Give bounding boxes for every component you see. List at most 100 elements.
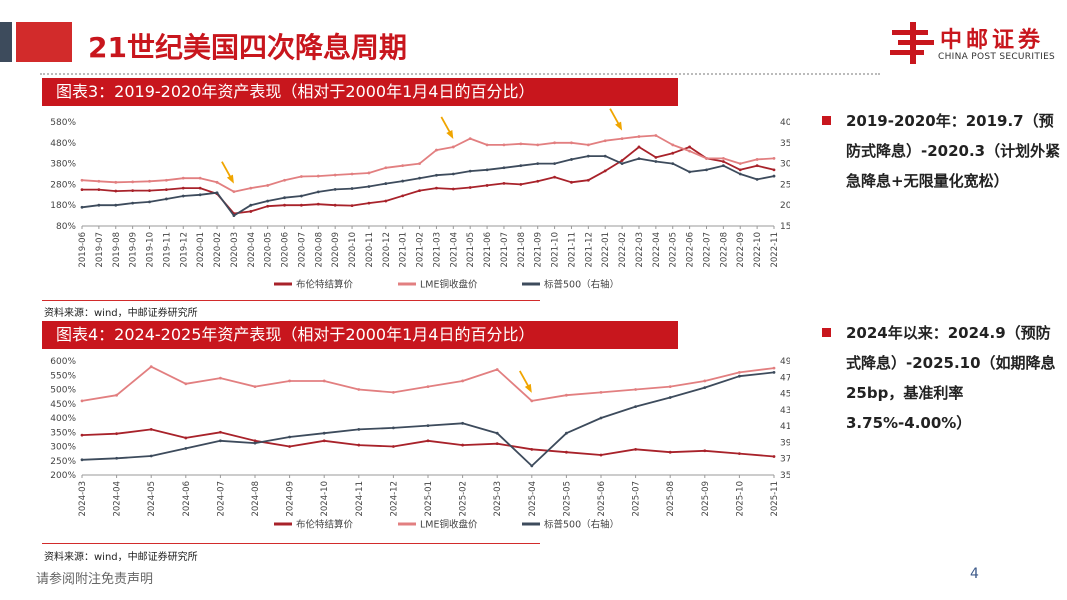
disclaimer-footer: 请参阅附注免责声明 <box>36 572 154 587</box>
slide-title: 21世纪美国四次降息周期 <box>88 31 407 64</box>
data-point <box>671 143 675 147</box>
data-point <box>288 379 291 383</box>
data-point <box>772 174 776 178</box>
x-tick-label: 2024-12 <box>389 481 399 517</box>
data-point <box>599 416 603 420</box>
note-1-text: 2019-2020年：2019.7（预防式降息）-2020.3（计划外紧急降息+… <box>846 112 1061 190</box>
data-point <box>485 184 489 187</box>
data-point <box>357 388 361 391</box>
data-point <box>772 366 776 370</box>
x-tick-label: 2025-01 <box>424 481 434 517</box>
data-point <box>620 137 624 141</box>
x-tick-label: 2025-11 <box>770 481 780 517</box>
data-point <box>198 176 202 180</box>
data-point <box>502 143 506 147</box>
x-tick-label: 2025-04 <box>528 481 538 517</box>
x-tick-label: 2020-12 <box>382 232 392 268</box>
y-right-tick-label: 350% <box>780 139 790 149</box>
x-tick-label: 2020-07 <box>297 232 307 268</box>
data-point <box>392 390 395 394</box>
x-tick-label: 2020-11 <box>365 232 375 268</box>
data-point <box>164 197 168 201</box>
data-point <box>181 186 185 190</box>
data-point <box>536 143 540 147</box>
data-point <box>703 379 707 383</box>
x-tick-label: 2024-11 <box>355 481 365 517</box>
data-point <box>219 430 222 434</box>
data-point <box>283 203 286 207</box>
data-point <box>603 169 607 173</box>
data-point <box>637 157 641 161</box>
legend-label: 布伦特结算价 <box>296 279 354 291</box>
x-tick-label: 2022-08 <box>719 232 729 268</box>
data-point <box>253 439 257 443</box>
data-point <box>755 164 759 168</box>
data-point <box>536 179 540 183</box>
data-point <box>634 388 637 391</box>
data-point <box>536 162 540 165</box>
x-tick-label: 2024-03 <box>78 481 88 517</box>
page-number: 4 <box>970 566 979 582</box>
data-point <box>772 157 776 160</box>
data-point <box>184 436 188 440</box>
data-point <box>249 203 253 207</box>
data-point <box>570 141 573 145</box>
data-point <box>426 439 430 443</box>
data-point <box>688 170 692 174</box>
data-point <box>634 447 637 451</box>
data-point <box>148 179 151 183</box>
data-point <box>219 376 222 380</box>
data-point <box>283 178 286 182</box>
y-right-tick-label: 490% <box>780 357 790 367</box>
data-point <box>80 458 84 462</box>
y-left-tick-label: 300% <box>50 443 76 453</box>
data-point <box>418 176 421 180</box>
data-point <box>485 168 489 172</box>
chart2-plot: 600% 550% 500% 450% 400% 350% 300% 250% 200% 490%… <box>50 357 790 531</box>
y-right-tick-label: 370% <box>780 455 790 465</box>
data-point <box>703 449 707 453</box>
data-point <box>502 181 506 185</box>
chart1-plot: 580% 480% 380% 280% 180% 80% 400% 350% 300% 250% 2… <box>50 108 790 291</box>
x-tick-label: 2025-02 <box>459 481 469 517</box>
data-point <box>738 168 742 172</box>
series-line-2 <box>81 155 775 217</box>
data-point <box>333 173 337 177</box>
data-point <box>357 428 361 431</box>
x-tick-label: 2022-02 <box>618 232 628 268</box>
data-point <box>435 148 438 152</box>
x-tick-label: 2025-10 <box>735 481 745 517</box>
data-point <box>367 201 371 205</box>
data-point <box>586 154 590 158</box>
data-point <box>253 441 257 445</box>
data-point <box>131 201 135 205</box>
data-point <box>215 180 219 184</box>
legend-label: 标普500（右轴） <box>544 519 619 531</box>
x-tick-label: 2025-07 <box>632 481 642 517</box>
data-point <box>316 202 320 206</box>
data-point <box>215 191 219 195</box>
data-point <box>401 164 405 168</box>
data-point <box>461 421 464 425</box>
x-tick-label: 2025-08 <box>666 481 676 517</box>
y-left-tick-label: 380% <box>50 160 76 170</box>
data-point <box>738 452 741 456</box>
data-point <box>384 182 388 185</box>
data-point <box>461 379 464 383</box>
bullet-icon <box>822 328 831 337</box>
y-right-tick-label: 150% <box>780 222 790 232</box>
data-point <box>738 374 741 378</box>
x-tick-label: 2025-03 <box>493 481 503 517</box>
data-point <box>333 203 337 207</box>
data-point <box>350 204 354 208</box>
data-point <box>300 194 303 198</box>
data-point <box>322 379 326 383</box>
data-point <box>485 143 489 147</box>
data-point <box>565 450 568 454</box>
data-point <box>530 464 534 468</box>
company-logo: 中邮证券 CHINA POST SECURITIES <box>888 20 1058 70</box>
data-point <box>266 184 270 187</box>
x-tick-label: 2021-07 <box>500 232 510 268</box>
data-point <box>149 365 153 369</box>
data-point <box>553 141 556 145</box>
